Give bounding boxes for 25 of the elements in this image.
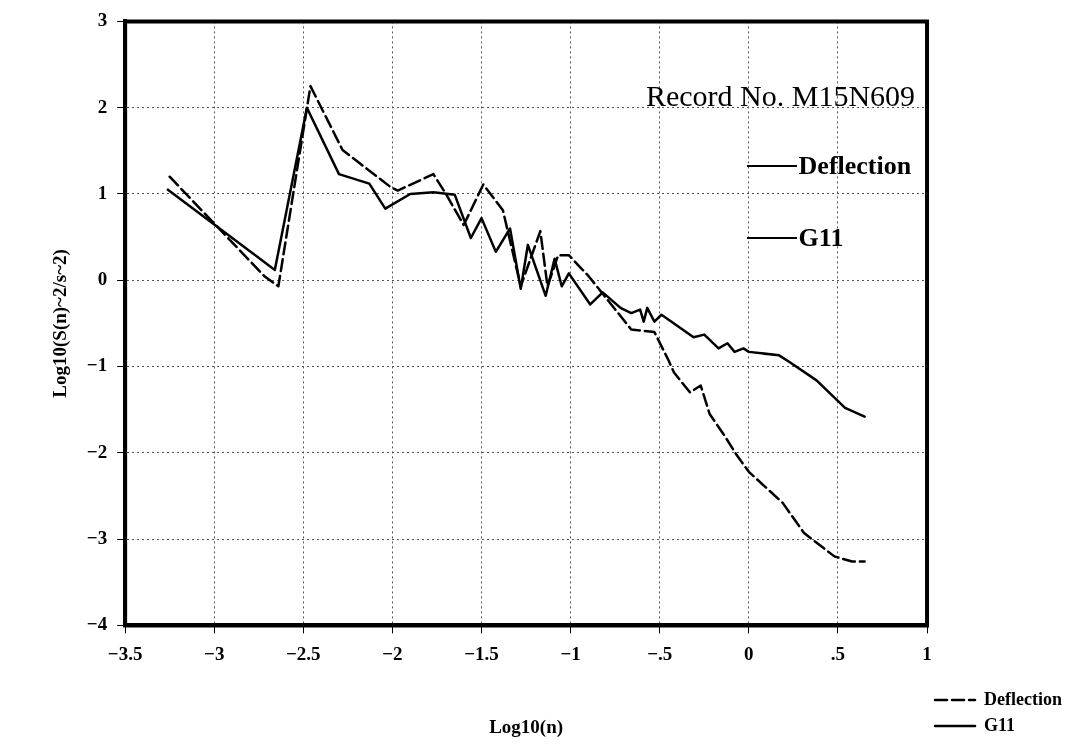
- x-tick-label: 0: [744, 642, 754, 664]
- annotation: G11: [798, 223, 844, 254]
- y-tick-label: 0: [97, 268, 108, 290]
- x-tick-label: −3.5: [107, 642, 143, 664]
- annotation: Deflection: [798, 151, 912, 182]
- y-tick-label: −3: [86, 527, 108, 549]
- x-tick-label: −2.5: [286, 642, 321, 664]
- x-axis-title: Log10(n): [489, 715, 564, 738]
- x-tick-label: .5: [830, 642, 846, 664]
- annotation: Record No. M15N609: [645, 79, 916, 114]
- x-tick-label: −1.5: [464, 642, 499, 664]
- x-tick-label: −1: [560, 642, 581, 664]
- legend-label: G11: [984, 714, 1016, 735]
- legend-label: Deflection: [984, 688, 1062, 709]
- y-tick-label: −2: [86, 440, 108, 462]
- y-tick-label: 2: [97, 95, 108, 117]
- y-tick-label: 1: [97, 181, 108, 203]
- y-tick-label: −4: [86, 613, 108, 635]
- y-tick-label: −1: [86, 354, 108, 376]
- y-tick-label: 3: [97, 9, 108, 31]
- x-tick-label: −2: [382, 642, 403, 664]
- y-axis-title: Log10(S(n)~2/s~2): [49, 249, 72, 398]
- x-tick-label: 1: [922, 642, 932, 664]
- x-tick-label: −3: [204, 642, 225, 664]
- x-tick-label: −.5: [647, 642, 673, 664]
